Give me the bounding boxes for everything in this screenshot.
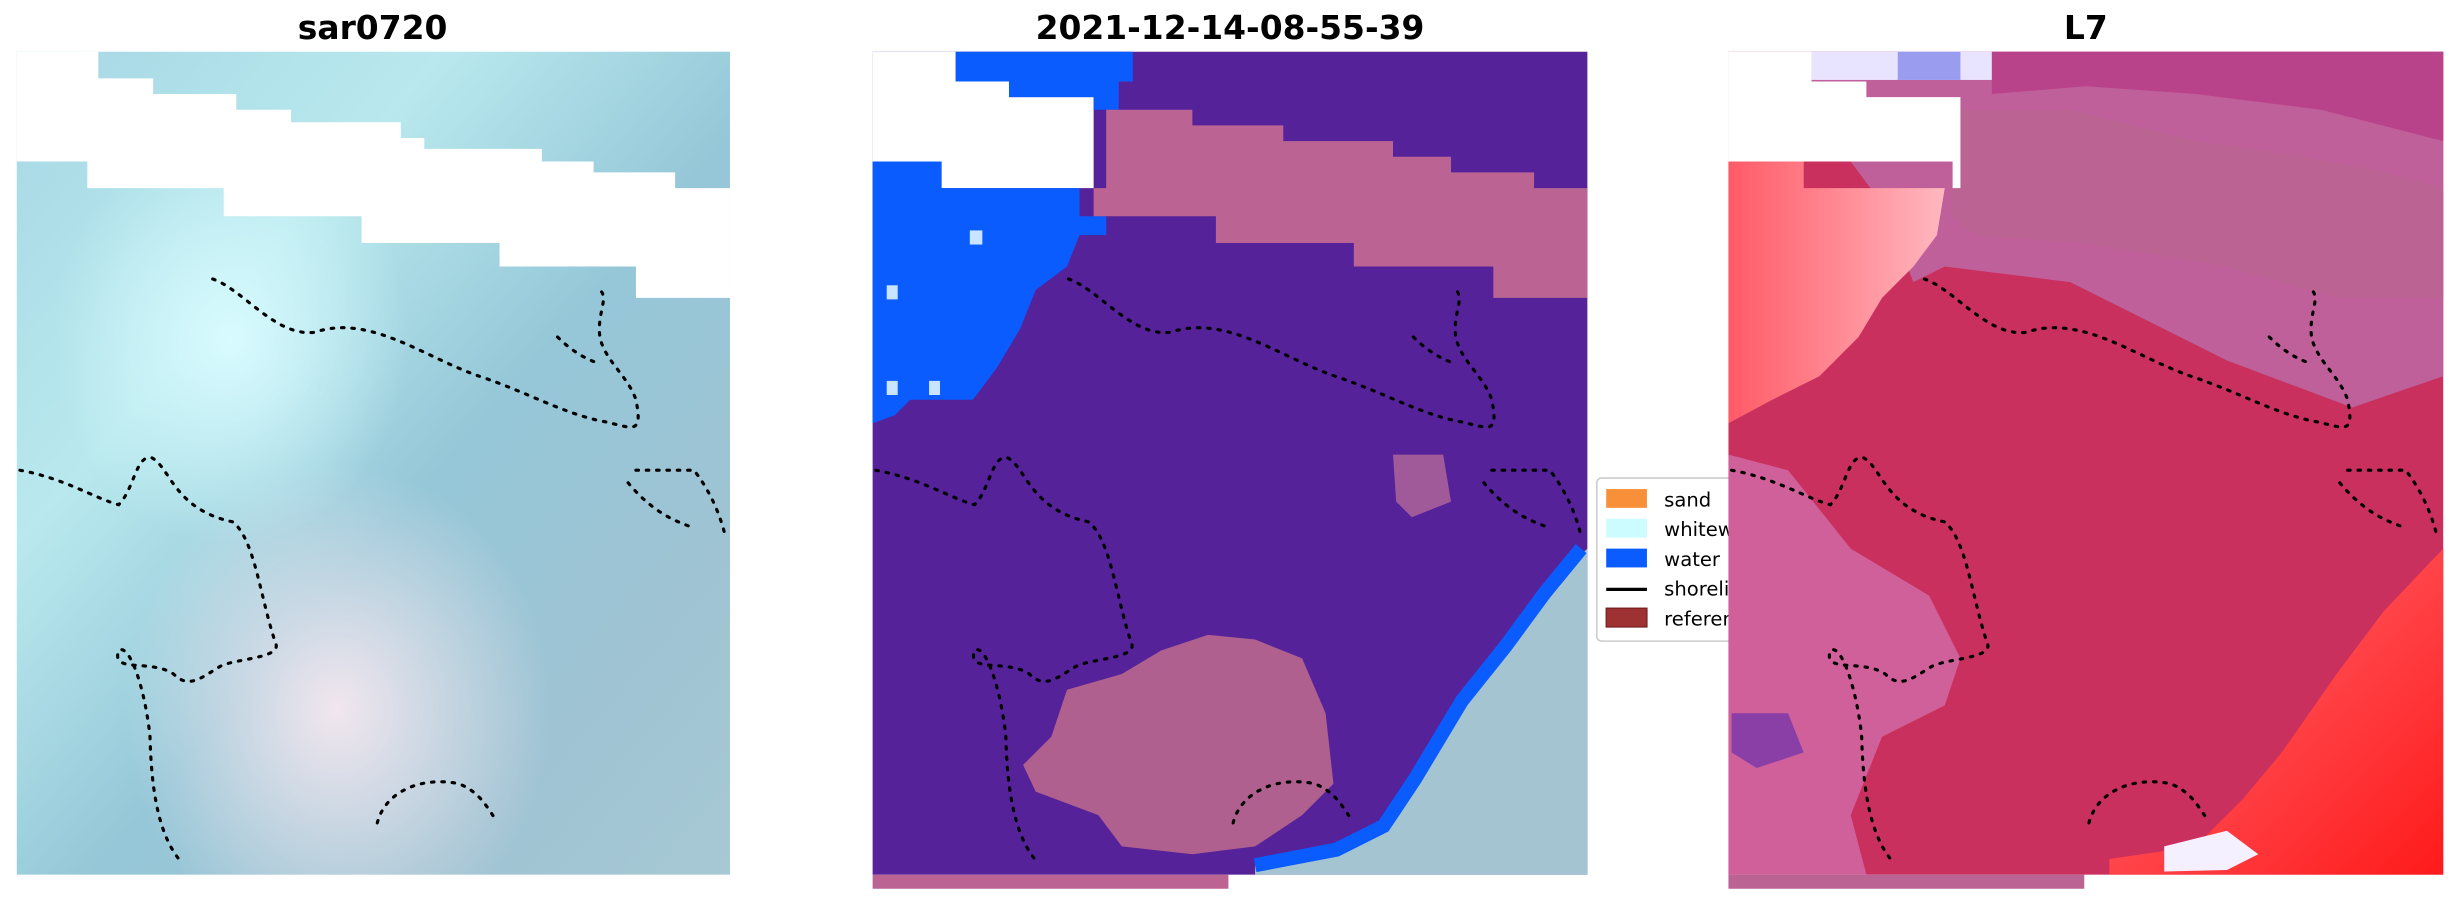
legend-item-water: water xyxy=(1606,548,1721,571)
panel-classification-image xyxy=(872,51,1588,889)
panel-sar0720-image xyxy=(16,51,730,875)
panel-title-sar0720: sar0720 xyxy=(298,8,448,47)
svg-text:water: water xyxy=(1664,548,1721,571)
panel-l7-image xyxy=(1728,51,2444,889)
panel-title-l7: L7 xyxy=(2064,8,2108,47)
panel-title-date: 2021-12-14-08-55-39 xyxy=(1036,8,1425,47)
svg-text:sand: sand xyxy=(1664,488,1711,511)
legend-item-sand: sand xyxy=(1606,488,1711,511)
